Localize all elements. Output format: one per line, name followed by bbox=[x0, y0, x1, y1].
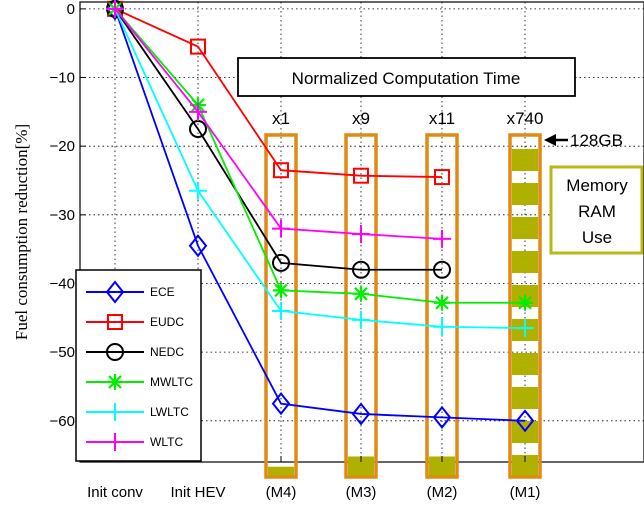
memory-fill-segment bbox=[512, 217, 538, 239]
memory-fill-segment bbox=[512, 149, 538, 171]
computation-time-label: x740 bbox=[507, 109, 544, 128]
memory-max-label: 128GB bbox=[570, 131, 623, 150]
legend-label: MWLTC bbox=[150, 375, 193, 389]
y-axis-label: Fuel consumption reduction[%] bbox=[12, 124, 31, 340]
x-tick-label: (M2) bbox=[427, 484, 458, 501]
legend-box bbox=[76, 270, 201, 461]
computation-time-label: x9 bbox=[352, 109, 370, 128]
y-tick-label: −10 bbox=[50, 70, 75, 87]
memory-label-line-1: Memory bbox=[566, 176, 628, 195]
legend-label: NEDC bbox=[150, 345, 184, 359]
computation-time-label: x1 bbox=[272, 109, 290, 128]
legend: ECE EUDC NEDC MWLTC LWLTC WLTC bbox=[76, 270, 201, 461]
memory-label-line-3: Use bbox=[582, 228, 612, 247]
y-tick-label: −40 bbox=[50, 275, 75, 292]
data-point bbox=[353, 286, 369, 302]
data-point bbox=[434, 295, 450, 311]
memory-fill-segment bbox=[512, 183, 538, 205]
memory-fill-segment bbox=[512, 353, 538, 375]
memory-fill-segment bbox=[512, 251, 538, 273]
legend-label: LWLTC bbox=[150, 405, 189, 419]
legend-label: ECE bbox=[150, 285, 175, 299]
x-tick-label: (M3) bbox=[346, 484, 377, 501]
y-tick-label: −30 bbox=[50, 207, 75, 224]
y-tick-label: 0 bbox=[67, 1, 75, 18]
memory-fill-segment bbox=[512, 387, 538, 409]
data-point bbox=[273, 282, 289, 298]
x-tick-label: Init HEV bbox=[170, 484, 225, 501]
legend-label: WLTC bbox=[150, 435, 183, 449]
y-tick-label: −20 bbox=[50, 138, 75, 155]
x-tick-label: (M4) bbox=[266, 484, 297, 501]
x-tick-label: (M1) bbox=[510, 484, 541, 501]
legend-label: EUDC bbox=[150, 315, 184, 329]
memory-label-line-2: RAM bbox=[578, 202, 616, 221]
computation-time-title: Normalized Computation Time bbox=[292, 69, 521, 88]
x-axis: Init conv Init HEV (M4) (M3) (M2) (M1) bbox=[87, 456, 540, 501]
legend-marker bbox=[107, 374, 123, 390]
y-tick-label: −60 bbox=[50, 413, 75, 430]
computation-time-label: x11 bbox=[429, 109, 455, 128]
data-point bbox=[517, 295, 533, 311]
y-tick-label: −50 bbox=[50, 344, 75, 361]
x-tick-label: Init conv bbox=[87, 484, 143, 501]
